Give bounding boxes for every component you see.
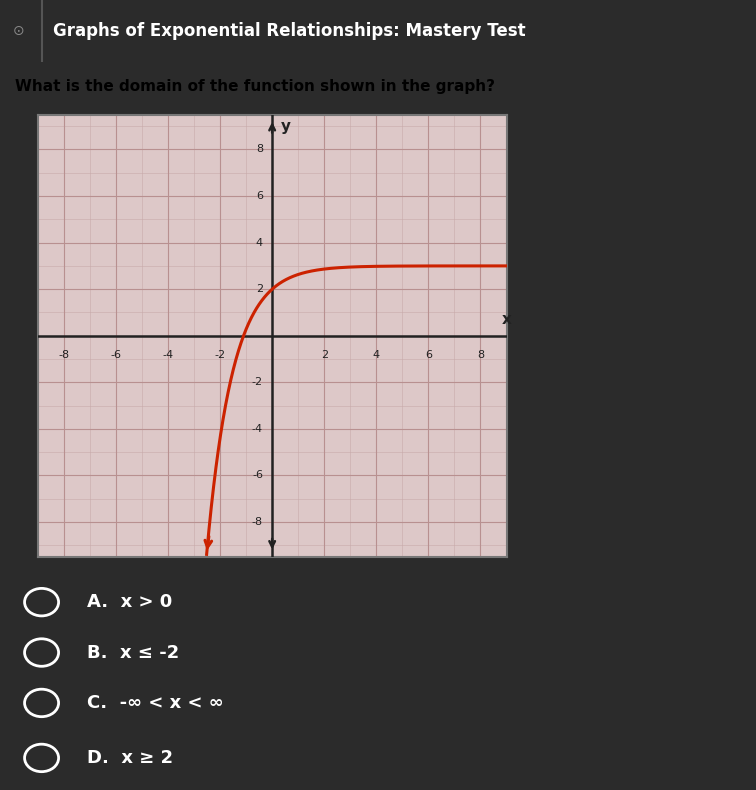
Text: ⊙: ⊙ — [13, 24, 25, 38]
Text: C.  -∞ < x < ∞: C. -∞ < x < ∞ — [87, 694, 224, 712]
Text: 8: 8 — [477, 350, 484, 359]
Text: A.  x > 0: A. x > 0 — [87, 593, 172, 611]
Text: 2: 2 — [256, 284, 263, 294]
Text: What is the domain of the function shown in the graph?: What is the domain of the function shown… — [15, 79, 495, 93]
Text: -2: -2 — [215, 350, 225, 359]
Text: Graphs of Exponential Relationships: Mastery Test: Graphs of Exponential Relationships: Mas… — [53, 22, 525, 40]
Text: 8: 8 — [256, 145, 263, 155]
Text: -4: -4 — [163, 350, 174, 359]
Text: B.  x ≤ -2: B. x ≤ -2 — [87, 644, 179, 661]
Text: D.  x ≥ 2: D. x ≥ 2 — [87, 749, 173, 767]
Text: -6: -6 — [110, 350, 122, 359]
Text: 2: 2 — [321, 350, 328, 359]
Text: -8: -8 — [252, 517, 263, 527]
Text: 4: 4 — [256, 238, 263, 247]
Text: 6: 6 — [256, 191, 263, 201]
Text: x: x — [501, 312, 512, 327]
Text: -4: -4 — [252, 424, 263, 434]
Text: -6: -6 — [252, 471, 263, 480]
Text: 6: 6 — [425, 350, 432, 359]
Text: -8: -8 — [58, 350, 70, 359]
Text: -2: -2 — [252, 378, 263, 387]
Text: y: y — [281, 118, 291, 134]
Text: 4: 4 — [373, 350, 380, 359]
